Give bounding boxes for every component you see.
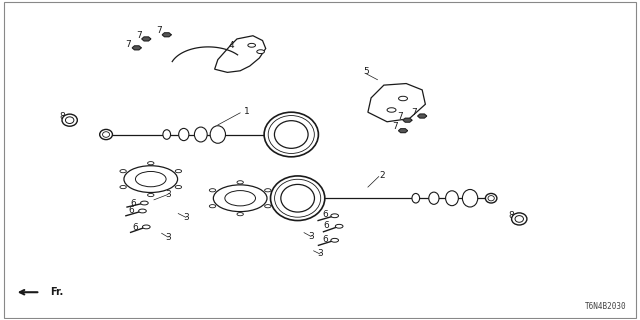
Circle shape	[139, 209, 147, 213]
Text: 3: 3	[308, 232, 314, 241]
Circle shape	[148, 194, 154, 197]
Polygon shape	[418, 114, 427, 118]
Circle shape	[387, 108, 396, 112]
Ellipse shape	[281, 184, 314, 212]
Text: 1: 1	[244, 107, 250, 116]
Ellipse shape	[210, 126, 225, 143]
Polygon shape	[163, 33, 172, 37]
Text: 3: 3	[165, 233, 171, 242]
Text: 6: 6	[131, 198, 136, 207]
Text: 3: 3	[308, 203, 314, 212]
Text: 6: 6	[129, 206, 134, 215]
Circle shape	[237, 212, 243, 216]
Text: 8: 8	[509, 211, 515, 220]
Text: 3: 3	[165, 190, 171, 199]
Text: 7: 7	[412, 108, 417, 117]
Ellipse shape	[62, 114, 77, 126]
Circle shape	[225, 191, 255, 206]
Text: 6: 6	[322, 210, 328, 219]
Ellipse shape	[511, 213, 527, 225]
Text: 3: 3	[183, 213, 189, 222]
Ellipse shape	[429, 192, 439, 204]
Circle shape	[120, 186, 126, 189]
Text: T6N4B2030: T6N4B2030	[585, 302, 627, 311]
Ellipse shape	[195, 127, 207, 142]
Text: 6: 6	[132, 223, 138, 232]
Circle shape	[248, 44, 255, 47]
Circle shape	[136, 172, 166, 187]
Ellipse shape	[412, 194, 420, 203]
Polygon shape	[368, 84, 426, 122]
Polygon shape	[132, 46, 141, 50]
Circle shape	[237, 181, 243, 184]
Ellipse shape	[463, 189, 477, 207]
Text: 7: 7	[156, 27, 162, 36]
Polygon shape	[214, 36, 266, 72]
Text: 8: 8	[60, 112, 65, 121]
Circle shape	[175, 186, 182, 189]
Circle shape	[264, 204, 271, 208]
Circle shape	[143, 225, 150, 229]
Text: 6: 6	[322, 235, 328, 244]
Text: 7: 7	[392, 122, 398, 132]
Ellipse shape	[488, 196, 494, 201]
Text: Fr.: Fr.	[50, 287, 63, 297]
Ellipse shape	[65, 117, 74, 124]
Text: 7: 7	[136, 31, 141, 40]
Text: 5: 5	[364, 67, 369, 76]
Ellipse shape	[515, 216, 524, 222]
Polygon shape	[403, 118, 412, 122]
Text: 4: 4	[229, 41, 235, 51]
Text: 6: 6	[323, 221, 329, 230]
Ellipse shape	[445, 191, 458, 206]
Ellipse shape	[102, 132, 109, 137]
Circle shape	[331, 238, 339, 242]
Circle shape	[120, 170, 126, 173]
Text: 7: 7	[125, 40, 131, 49]
Polygon shape	[399, 129, 408, 132]
Circle shape	[141, 201, 148, 205]
Ellipse shape	[100, 129, 113, 140]
Circle shape	[209, 189, 216, 192]
Ellipse shape	[271, 176, 324, 220]
Circle shape	[209, 204, 216, 208]
Ellipse shape	[275, 121, 308, 148]
Circle shape	[213, 185, 267, 212]
Circle shape	[335, 224, 343, 228]
Text: 2: 2	[380, 171, 385, 180]
Text: 3: 3	[317, 250, 323, 259]
Circle shape	[399, 96, 408, 101]
Ellipse shape	[485, 194, 497, 203]
Text: 7: 7	[397, 112, 403, 121]
Polygon shape	[142, 37, 151, 41]
Ellipse shape	[179, 128, 189, 140]
Circle shape	[257, 50, 264, 53]
Circle shape	[175, 170, 182, 173]
Circle shape	[264, 189, 271, 192]
Circle shape	[148, 162, 154, 165]
Ellipse shape	[163, 130, 171, 139]
Circle shape	[124, 166, 177, 193]
Ellipse shape	[264, 112, 319, 157]
Circle shape	[331, 214, 339, 218]
